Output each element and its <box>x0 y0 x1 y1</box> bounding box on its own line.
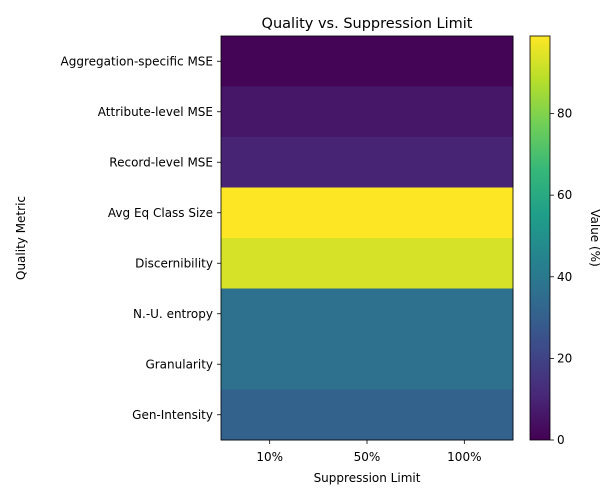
heatmap-cell <box>221 187 319 239</box>
heatmap-cell <box>415 288 514 340</box>
x-axis-ticks: 10% 50% 100% <box>256 440 481 464</box>
y-axis-ticks: Aggregation-specific MSE Attribute-level … <box>61 54 221 422</box>
heatmap-cell <box>221 36 319 87</box>
x-tick-label: 50% <box>354 450 381 464</box>
heatmap-cell <box>318 137 417 188</box>
y-tick-label: Discernibility <box>135 256 213 270</box>
heatmap-cell <box>318 36 417 87</box>
heatmap-cell <box>415 187 514 239</box>
heatmap-cell <box>221 288 319 340</box>
heatmap-cell <box>318 339 417 390</box>
heatmap-cell <box>415 86 514 138</box>
heatmap-cells <box>221 36 514 441</box>
heatmap-cell <box>415 389 514 441</box>
y-tick-label: Avg Eq Class Size <box>108 206 213 220</box>
y-tick-label: Attribute-level MSE <box>98 105 213 119</box>
x-axis-label: Suppression Limit <box>314 471 421 485</box>
colorbar-tick-label: 40 <box>557 270 572 284</box>
y-tick-label: Aggregation-specific MSE <box>61 54 214 68</box>
heatmap-cell <box>221 86 319 138</box>
heatmap-cell <box>318 238 417 289</box>
colorbar-tick-label: 20 <box>557 351 572 365</box>
heatmap-cell <box>221 339 319 390</box>
colorbar-label: Value (%) <box>588 209 600 267</box>
y-tick-label: N.-U. entropy <box>133 307 213 321</box>
colorbar-tick-label: 60 <box>557 188 572 202</box>
heatmap-cell <box>318 288 417 340</box>
heatmap-cell <box>415 339 514 390</box>
heatmap-cell <box>415 238 514 289</box>
x-tick-label: 10% <box>256 450 283 464</box>
colorbar-tick-label: 0 <box>557 433 565 447</box>
y-axis-label: Quality Metric <box>14 196 28 280</box>
heatmap-cell <box>318 86 417 138</box>
heatmap-cell <box>221 137 319 188</box>
y-tick-label: Record-level MSE <box>109 155 213 169</box>
y-tick-label: Granularity <box>145 357 213 371</box>
colorbar-ticks: 0 20 40 60 80 <box>550 107 572 447</box>
heatmap-cell <box>221 238 319 289</box>
y-tick-label: Gen-Intensity <box>132 408 213 422</box>
heatmap-cell <box>221 389 319 441</box>
heatmap-cell <box>318 389 417 441</box>
colorbar-tick-label: 80 <box>557 107 572 121</box>
x-tick-label: 100% <box>447 450 481 464</box>
chart-title: Quality vs. Suppression Limit <box>262 16 473 32</box>
heatmap-cell <box>415 36 514 87</box>
heatmap-cell <box>318 187 417 239</box>
heatmap-cell <box>415 137 514 188</box>
colorbar <box>529 35 551 441</box>
